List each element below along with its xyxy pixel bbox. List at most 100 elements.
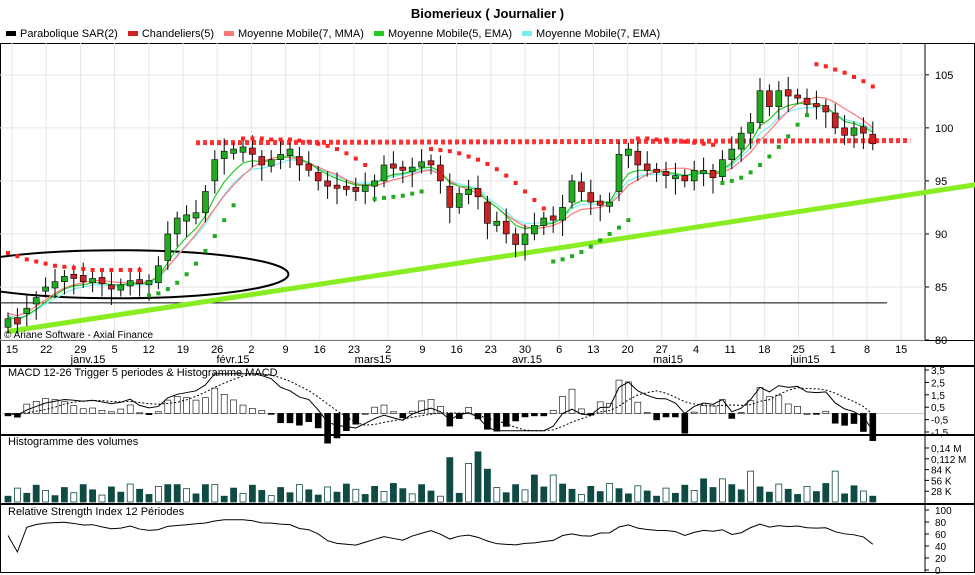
macd-histogram-bar [305, 413, 313, 422]
candle-body [277, 154, 284, 160]
sar-dot [645, 136, 650, 141]
volume-bar [117, 491, 125, 503]
volume-bar [79, 484, 87, 503]
volume-bar [596, 491, 604, 503]
volume-bar [719, 478, 726, 503]
macd-histogram-bar [578, 408, 585, 414]
sar-dot [504, 173, 509, 178]
candle-body [587, 192, 595, 203]
x-tick-label: 12 [143, 344, 155, 356]
candle-body [521, 233, 529, 245]
sar-dot [861, 79, 866, 84]
sar-dot [90, 267, 95, 272]
volume-bar [813, 491, 820, 503]
macd-histogram-bar [625, 381, 632, 414]
month-label: févr.15 [216, 354, 249, 366]
volume-bar [549, 474, 557, 503]
macd-histogram-bar [314, 413, 322, 429]
macd-histogram-bar [737, 412, 745, 415]
volume-bar [615, 488, 623, 503]
macd-histogram-bar [728, 413, 736, 419]
candle-body [568, 180, 576, 203]
candle-body [352, 186, 360, 192]
macd-histogram-bar [850, 413, 858, 424]
candle-body [239, 146, 247, 153]
volume-bar [126, 483, 134, 503]
volume-bar [643, 490, 651, 503]
sar-dot [231, 203, 236, 208]
macd-histogram-bar [173, 396, 181, 414]
x-tick-label: 11 [724, 344, 735, 356]
x-tick-label: 27 [656, 344, 668, 356]
macd-histogram-bar [126, 404, 134, 414]
volume-bar [42, 490, 49, 503]
y-tick-label: 0,14 M [931, 444, 962, 455]
sar-dot [466, 154, 471, 159]
sar-dot [438, 148, 443, 153]
sar-dot [551, 259, 556, 264]
sar-dot [278, 137, 283, 142]
volume-bar [314, 494, 322, 503]
macd-histogram-bar [117, 408, 125, 414]
chart-title: Biomerieux ( Journalier ) [410, 6, 565, 21]
candle-body [51, 281, 59, 289]
x-tick-label: 25 [792, 344, 804, 356]
y-tick-label: 0,5 [931, 403, 945, 414]
x-tick-label: 1 [830, 344, 836, 356]
volume-bar [211, 484, 219, 503]
candle-body [719, 159, 726, 177]
volume-bar [371, 485, 379, 503]
sar-dot [382, 195, 386, 200]
macd-trigger-line [7, 373, 874, 432]
y-tick-label: 60 [935, 530, 947, 541]
x-tick-label: 2 [248, 344, 254, 356]
copyright-text: © Ariane Software - Axial Finance [4, 330, 154, 341]
candle-body [202, 191, 209, 214]
volume-bar [352, 488, 360, 503]
macd-histogram-bar [296, 413, 303, 426]
x-tick-label: 26 [211, 344, 223, 356]
sar-dot [34, 259, 39, 264]
candle-body [61, 276, 68, 282]
x-tick-label: 16 [450, 344, 462, 356]
macd-histogram-bar [98, 410, 106, 414]
candle-body [371, 180, 378, 187]
macd-histogram-bar [418, 400, 425, 414]
candle-body [418, 161, 425, 168]
sar-dot [109, 267, 114, 272]
volume-bar [267, 495, 275, 503]
candle-body [596, 200, 604, 206]
x-tick-label: 5 [112, 344, 118, 356]
macd-histogram-bar [860, 413, 867, 432]
y-tick-label: -1,5 [931, 428, 949, 439]
sar-dot [400, 193, 405, 198]
macd-histogram-bar [437, 406, 444, 414]
macd-histogram-bar [775, 394, 783, 414]
sar-dot [62, 264, 67, 269]
sar-dot [664, 137, 668, 142]
y-tick-label: 84 K [931, 466, 952, 477]
sar-dot [419, 189, 424, 194]
volume-bar [89, 489, 96, 503]
macd-histogram-bar [399, 413, 407, 419]
candle-body [79, 274, 87, 282]
legend-swatch [522, 31, 533, 36]
volume-bar [70, 492, 78, 503]
volume-bar [248, 484, 256, 503]
candle-body [634, 150, 642, 166]
sar-dot [212, 234, 217, 239]
volume-bar [342, 483, 350, 503]
sar-dot [852, 74, 856, 79]
macd-histogram-bar [220, 393, 228, 414]
y-tick-label: 105 [935, 70, 953, 82]
macd-histogram-bar [747, 400, 754, 414]
sar-dot [523, 189, 527, 194]
candle-body [390, 163, 397, 169]
volume-bar [436, 495, 444, 503]
sar-dot [617, 225, 621, 230]
candle-body [681, 175, 689, 182]
sar-dot [560, 257, 565, 262]
sar-dot [682, 139, 687, 144]
macd-histogram-bar [465, 407, 472, 414]
